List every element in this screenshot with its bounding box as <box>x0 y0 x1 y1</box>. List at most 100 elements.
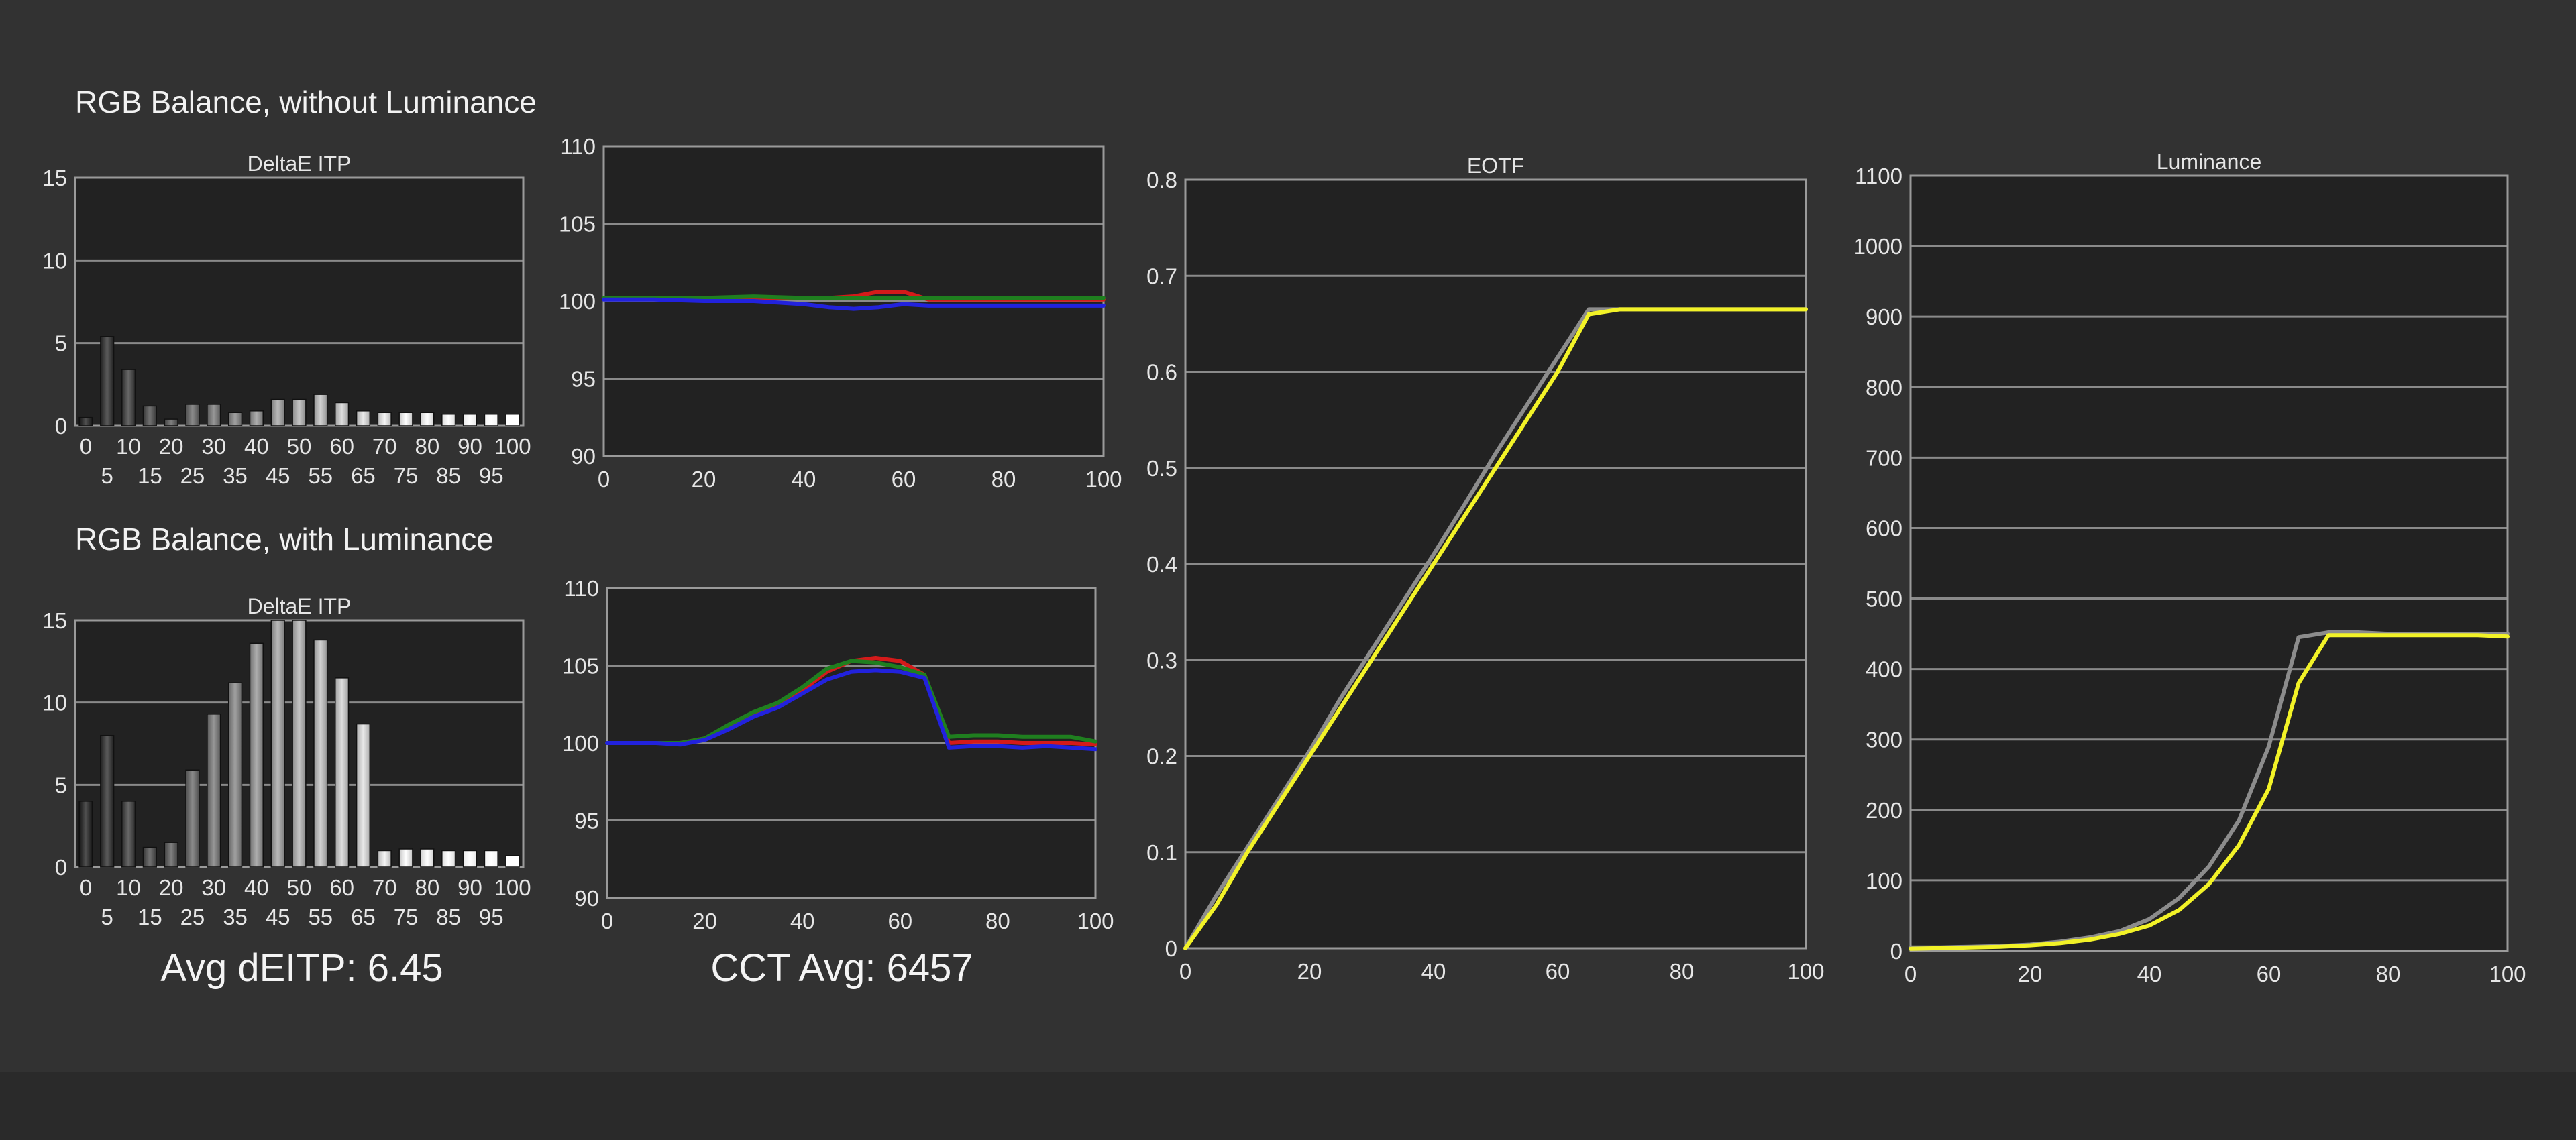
plot-frame <box>1909 174 2509 952</box>
chart-title: DeltaE ITP <box>248 594 352 618</box>
x-tick-label: 75 <box>394 463 419 488</box>
y-tick-label: 800 <box>1866 375 1902 400</box>
x-tick-label: 80 <box>1670 959 1695 984</box>
x-tick-label: 40 <box>244 434 269 459</box>
series-line-1 <box>602 294 1106 300</box>
x-tick-label: 40 <box>1421 959 1446 984</box>
bar-30 <box>207 404 221 426</box>
x-tick-label: 55 <box>308 905 333 929</box>
bar-85 <box>441 413 456 426</box>
y-tick-label: 500 <box>1866 587 1902 612</box>
y-tick-label: 0 <box>1165 936 1177 961</box>
bar-90 <box>462 413 478 426</box>
heading-with-luminance: RGB Balance, with Luminance <box>75 522 494 557</box>
bar-95 <box>484 850 498 868</box>
x-tick-label: 60 <box>1546 959 1570 984</box>
x-tick-label: 55 <box>308 463 333 488</box>
x-tick-label: 0 <box>1904 962 1917 986</box>
y-tick-label: 600 <box>1866 516 1902 540</box>
x-tick-label: 35 <box>223 905 248 929</box>
bar-90 <box>462 850 478 868</box>
y-tick-label: 400 <box>1866 657 1902 682</box>
x-tick-label: 90 <box>458 434 482 459</box>
x-tick-label: 60 <box>2257 962 2282 986</box>
y-tick-label: 5 <box>55 773 67 797</box>
y-tick-label: 0.5 <box>1146 456 1177 481</box>
x-tick-label: 100 <box>494 434 531 459</box>
x-tick-label: 80 <box>991 467 1016 492</box>
bar-60 <box>335 402 350 426</box>
x-tick-label: 20 <box>159 434 184 459</box>
bar-85 <box>441 850 456 868</box>
bar-10 <box>121 369 136 426</box>
x-tick-label: 30 <box>201 875 226 900</box>
bar-50 <box>292 398 307 426</box>
plot-frame <box>1184 178 1807 950</box>
x-tick-label: 5 <box>101 905 113 929</box>
bar-0 <box>78 416 93 426</box>
bar-80 <box>420 848 435 868</box>
y-tick-label: 95 <box>571 367 596 392</box>
x-tick-label: 70 <box>372 434 397 459</box>
bar-20 <box>164 842 178 868</box>
bar-50 <box>292 620 307 868</box>
y-tick-label: 105 <box>562 654 599 679</box>
x-tick-label: 60 <box>892 467 916 492</box>
avg-deitp-summary: Avg dEITP: 6.45 <box>160 946 443 990</box>
y-tick-label: 10 <box>42 691 67 716</box>
heading-without-luminance: RGB Balance, without Luminance <box>75 84 537 119</box>
bar-20 <box>164 418 178 426</box>
x-tick-label: 50 <box>287 434 312 459</box>
series-line-2 <box>602 297 1106 311</box>
bar-5 <box>100 734 115 868</box>
x-tick-label: 100 <box>1077 909 1114 933</box>
x-tick-label: 20 <box>692 467 716 492</box>
y-tick-label: 900 <box>1866 304 1902 329</box>
y-tick-label: 95 <box>574 809 599 834</box>
x-tick-label: 15 <box>138 463 162 488</box>
x-tick-label: 10 <box>116 434 141 459</box>
y-tick-label: 100 <box>559 289 596 314</box>
x-tick-label: 25 <box>180 905 205 929</box>
y-tick-label: 0 <box>1890 939 1902 964</box>
x-tick-label: 85 <box>436 463 461 488</box>
bar-25 <box>185 769 200 868</box>
x-tick-label: 20 <box>1297 959 1322 984</box>
x-tick-label: 45 <box>266 463 290 488</box>
y-tick-label: 105 <box>559 212 596 237</box>
chart-title: EOTF <box>1467 154 1524 178</box>
x-tick-label: 90 <box>458 875 482 900</box>
cct-avg-summary: CCT Avg: 6457 <box>710 946 973 990</box>
y-tick-label: 0.3 <box>1146 648 1177 673</box>
x-tick-label: 40 <box>790 909 815 933</box>
x-tick-label: 100 <box>1787 959 1824 984</box>
y-tick-label: 0.8 <box>1146 168 1177 192</box>
bar-100 <box>505 855 520 868</box>
x-tick-label: 25 <box>180 463 205 488</box>
y-tick-label: 100 <box>562 731 599 756</box>
x-tick-label: 40 <box>244 875 269 900</box>
x-tick-label: 30 <box>201 434 226 459</box>
bar-35 <box>227 682 243 868</box>
chart-title: DeltaE ITP <box>248 152 352 176</box>
bar-15 <box>142 405 157 426</box>
series-line-2 <box>605 668 1097 752</box>
bar-40 <box>249 642 264 868</box>
y-tick-label: 200 <box>1866 798 1902 823</box>
x-tick-label: 70 <box>372 875 397 900</box>
y-tick-label: 1000 <box>1854 234 1902 259</box>
x-tick-label: 85 <box>436 905 461 929</box>
bar-65 <box>356 723 371 868</box>
bar-25 <box>185 404 200 426</box>
x-tick-label: 75 <box>394 905 419 929</box>
chart-rgb-lum: 90 95 100 105 110 0 20 40 60 80 100 <box>562 576 1114 933</box>
y-tick-label: 90 <box>574 886 599 911</box>
x-tick-label: 35 <box>223 463 248 488</box>
x-tick-label: 100 <box>1085 467 1122 492</box>
x-tick-label: 80 <box>2376 962 2401 986</box>
x-tick-label: 20 <box>692 909 717 933</box>
x-tick-label: 0 <box>80 434 92 459</box>
y-tick-label: 110 <box>564 576 599 601</box>
y-tick-label: 15 <box>42 166 67 190</box>
